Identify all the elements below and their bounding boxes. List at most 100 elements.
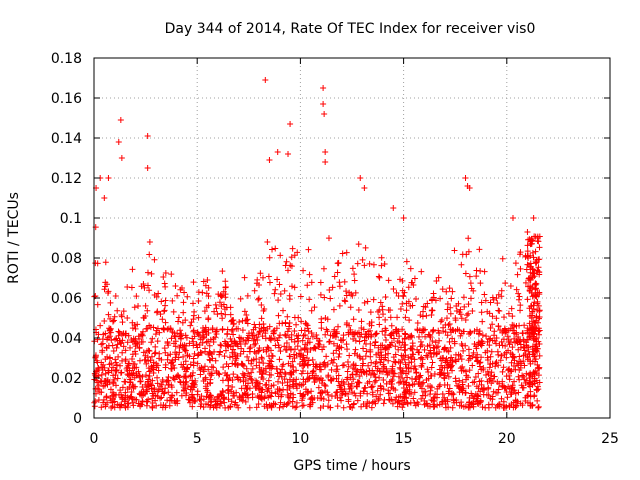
data-point — [223, 304, 230, 311]
data-point — [512, 404, 519, 411]
data-point — [473, 395, 480, 402]
data-point — [489, 337, 496, 344]
data-point — [162, 404, 169, 411]
data-point — [400, 293, 407, 300]
data-point — [340, 404, 347, 411]
data-point — [349, 371, 356, 378]
data-point — [195, 331, 202, 338]
data-point — [330, 306, 337, 313]
data-point — [376, 274, 383, 281]
data-point — [527, 360, 534, 367]
data-point — [320, 343, 327, 350]
data-point — [307, 403, 314, 410]
data-point — [486, 342, 493, 349]
data-point — [484, 338, 491, 345]
data-point — [253, 362, 260, 369]
data-point — [289, 358, 296, 365]
data-point — [343, 376, 350, 383]
data-point — [161, 307, 168, 314]
data-point — [302, 360, 309, 367]
data-point — [518, 382, 525, 389]
data-points — [91, 77, 543, 411]
data-point — [328, 366, 335, 373]
data-point — [350, 400, 357, 407]
data-point — [293, 367, 300, 374]
data-point — [325, 391, 332, 398]
data-point — [350, 365, 357, 372]
data-point — [297, 353, 304, 360]
data-point — [282, 320, 289, 327]
data-point — [235, 376, 242, 383]
data-point — [399, 404, 406, 411]
data-point — [110, 347, 117, 354]
data-point — [286, 325, 293, 332]
data-point — [182, 358, 189, 365]
data-point — [305, 246, 312, 253]
data-point — [122, 347, 129, 354]
data-point — [374, 367, 381, 374]
data-point — [230, 390, 237, 397]
data-point — [205, 315, 212, 322]
data-point — [354, 260, 361, 267]
data-point — [311, 344, 318, 351]
plot-frame — [93, 57, 611, 419]
data-point — [388, 330, 395, 337]
data-point — [434, 402, 441, 409]
data-point — [234, 341, 241, 348]
data-point — [246, 348, 253, 355]
data-point — [266, 279, 273, 286]
data-point — [392, 359, 399, 365]
data-point — [294, 335, 301, 342]
data-point — [402, 314, 409, 321]
data-point — [236, 318, 243, 325]
data-point — [177, 342, 184, 349]
data-point — [129, 325, 136, 332]
data-point — [146, 372, 153, 379]
data-point — [411, 275, 418, 282]
data-point — [217, 348, 224, 355]
data-point — [467, 295, 474, 302]
data-point — [345, 398, 352, 405]
data-point — [286, 353, 293, 360]
data-point — [336, 279, 343, 286]
data-point — [256, 359, 263, 366]
data-point — [303, 321, 310, 328]
data-point — [189, 369, 196, 376]
data-point — [164, 338, 171, 345]
data-point — [517, 249, 524, 256]
data-point — [263, 401, 270, 408]
data-point — [382, 316, 389, 323]
data-point — [487, 353, 494, 360]
data-point — [505, 338, 512, 345]
data-point — [200, 278, 207, 285]
data-point — [317, 361, 324, 368]
data-point — [512, 260, 519, 267]
data-point — [182, 379, 189, 386]
data-point — [467, 280, 474, 287]
data-point — [216, 351, 223, 358]
data-point — [493, 340, 500, 347]
data-point — [451, 247, 458, 254]
data-point — [119, 319, 126, 326]
data-point — [452, 378, 459, 385]
data-point — [427, 391, 434, 398]
data-point — [532, 286, 539, 293]
data-point — [387, 331, 394, 338]
data-point — [403, 381, 410, 388]
data-point — [396, 400, 403, 407]
data-point — [394, 403, 401, 410]
data-point — [191, 350, 198, 357]
data-point — [219, 315, 226, 322]
data-point — [425, 368, 432, 375]
data-point — [473, 345, 480, 352]
data-point — [531, 375, 538, 382]
data-point — [482, 371, 489, 378]
data-point — [205, 338, 212, 345]
data-point — [430, 290, 437, 297]
data-point — [321, 111, 328, 117]
data-point — [284, 313, 291, 320]
data-point — [216, 371, 223, 378]
data-point — [139, 384, 146, 391]
data-point — [367, 340, 374, 347]
data-point — [161, 326, 168, 333]
